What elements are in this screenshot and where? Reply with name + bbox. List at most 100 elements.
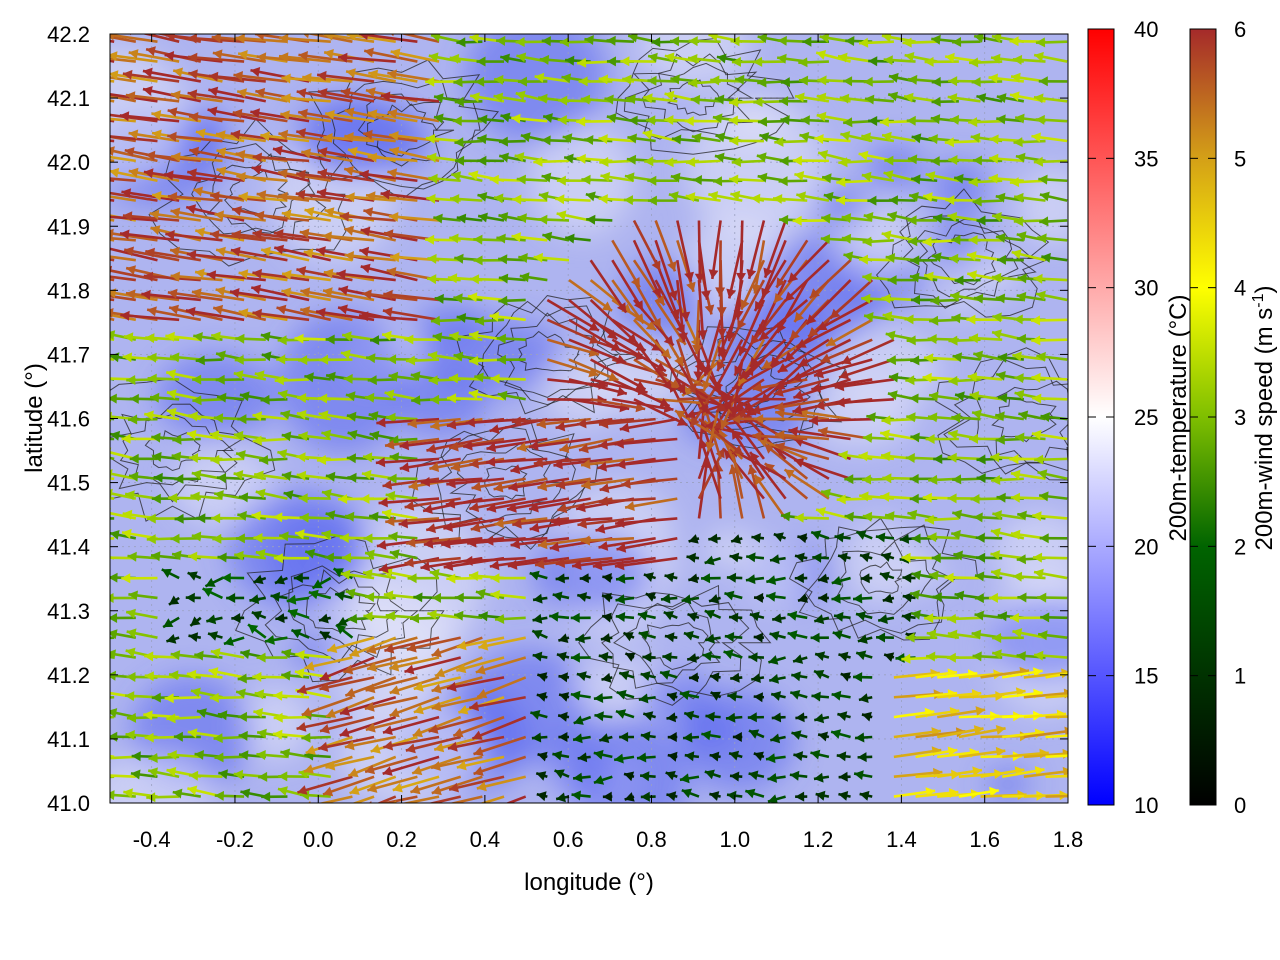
wind-arrow-head xyxy=(794,573,804,584)
wind-colorbar-label-end: ) xyxy=(1251,286,1278,294)
wind-arrow-head xyxy=(924,353,934,364)
y-tick-label: 41.2 xyxy=(47,663,90,688)
wind-arrow-head xyxy=(380,189,391,200)
wind-arrow-head xyxy=(730,190,741,201)
wind-arrow-head xyxy=(344,251,354,261)
wind-arrow-head xyxy=(793,390,804,400)
wind-arrow-head xyxy=(143,710,153,721)
wind-arrow-head xyxy=(1039,216,1049,227)
wind-arrow-head xyxy=(798,593,808,603)
wind-arrow-head xyxy=(126,712,137,723)
wind-arrow-head xyxy=(675,410,686,420)
wind-arrow-head xyxy=(365,764,376,775)
wind-arrow-head xyxy=(883,55,893,66)
terrain-contour xyxy=(615,37,795,155)
wind-arrow-head xyxy=(619,670,630,681)
terrain-contour xyxy=(578,584,772,706)
wind-arrow-head xyxy=(867,195,877,206)
wind-arrow-head xyxy=(344,132,354,142)
wind-arrow-head xyxy=(992,633,1002,643)
wind-arrow-head xyxy=(85,650,95,660)
wind-arrow-head xyxy=(55,48,65,58)
wind-arrow-head xyxy=(562,133,573,144)
wind-arrow-head xyxy=(684,271,694,282)
wind-arrow-head xyxy=(230,246,241,257)
wind-arrow-head xyxy=(731,157,741,167)
wind-arrow-head xyxy=(147,373,157,384)
wind-arrow-head xyxy=(298,493,308,504)
wind-arrow-head xyxy=(966,251,977,261)
wind-arrow-head xyxy=(404,500,415,511)
terrain-contour xyxy=(725,361,789,408)
wind-arrow-head xyxy=(214,490,224,500)
wind-arrow-head xyxy=(541,36,551,47)
wind-arrow-head xyxy=(335,591,345,601)
wind-arrow-head xyxy=(799,131,810,142)
wind-arrow-head xyxy=(667,732,677,742)
wind-arrow-head xyxy=(974,610,984,621)
wind-arrow-head xyxy=(700,290,711,300)
wind-arrow-head xyxy=(217,710,228,721)
wind-arrow-head xyxy=(365,592,375,603)
wind-arrow-shaft xyxy=(568,397,630,411)
wind-arrow-head xyxy=(432,592,441,603)
wind-arrow-head xyxy=(970,494,980,504)
wind-arrow-head xyxy=(573,733,583,744)
wind-arrow-shaft xyxy=(555,556,613,566)
wind-arrow-shaft xyxy=(568,318,622,352)
wind-arrow-head xyxy=(684,710,695,721)
wind-arrow-head xyxy=(907,154,918,165)
wind-arrow-head xyxy=(342,331,352,342)
wind-arrow-shaft xyxy=(448,437,505,450)
wind-arrow-head xyxy=(317,188,327,199)
wind-arrow-head xyxy=(191,531,202,542)
wind-arrow-head xyxy=(239,391,250,402)
wind-arrow-head xyxy=(536,771,547,781)
wind-arrow-head xyxy=(730,672,740,683)
wind-arrow-head xyxy=(991,53,1001,64)
wind-arrow-head xyxy=(581,174,591,185)
wind-arrow-head xyxy=(278,129,289,140)
wind-arrow-head xyxy=(426,193,436,204)
wind-arrow-head xyxy=(779,96,789,107)
wind-arrow-head xyxy=(988,173,998,184)
terrain-contour xyxy=(642,62,740,133)
wind-arrow-head xyxy=(489,424,500,434)
wind-arrow-shaft xyxy=(406,537,461,545)
wind-arrow-head xyxy=(558,672,568,683)
wind-arrow-head xyxy=(683,630,694,641)
wind-arrow-head xyxy=(188,69,198,80)
wind-arrow-head xyxy=(533,593,543,604)
wind-arrow-head xyxy=(407,418,417,429)
wind-arrow-head xyxy=(253,532,263,543)
wind-arrow-head xyxy=(453,351,464,362)
wind-arrow-head xyxy=(780,511,791,522)
wind-arrow-head xyxy=(346,411,357,422)
wind-arrow-head xyxy=(750,334,760,345)
wind-arrow-head xyxy=(188,453,199,463)
wind-arrow-head xyxy=(449,233,459,244)
wind-arrow-shaft xyxy=(776,279,809,334)
wind-arrow-head xyxy=(164,51,175,61)
wind-arrow-head xyxy=(990,527,1001,538)
wind-arrow-head xyxy=(149,209,160,220)
terrain-contour xyxy=(899,215,1037,309)
wind-arrow-head xyxy=(821,213,831,224)
y-tick-label: 41.3 xyxy=(47,599,90,624)
wind-arrow-head xyxy=(556,175,566,186)
wind-arrow-head xyxy=(151,110,162,120)
wind-arrow-head xyxy=(642,129,653,140)
wind-arrow-head xyxy=(795,791,805,802)
wind-arrow-head xyxy=(153,472,163,483)
wind-arrow-head xyxy=(65,72,75,82)
wind-arrow-head xyxy=(573,772,583,783)
wind-arrow-head xyxy=(512,194,522,205)
wind-arrow-head xyxy=(1016,651,1026,661)
wind-arrow-head xyxy=(57,111,67,121)
wind-arrow-head xyxy=(147,352,157,363)
wind-arrow-head xyxy=(911,174,921,185)
wind-arrow-shaft xyxy=(616,537,678,551)
wind-arrow-head xyxy=(195,227,206,238)
wind-arrow-head xyxy=(338,304,348,315)
